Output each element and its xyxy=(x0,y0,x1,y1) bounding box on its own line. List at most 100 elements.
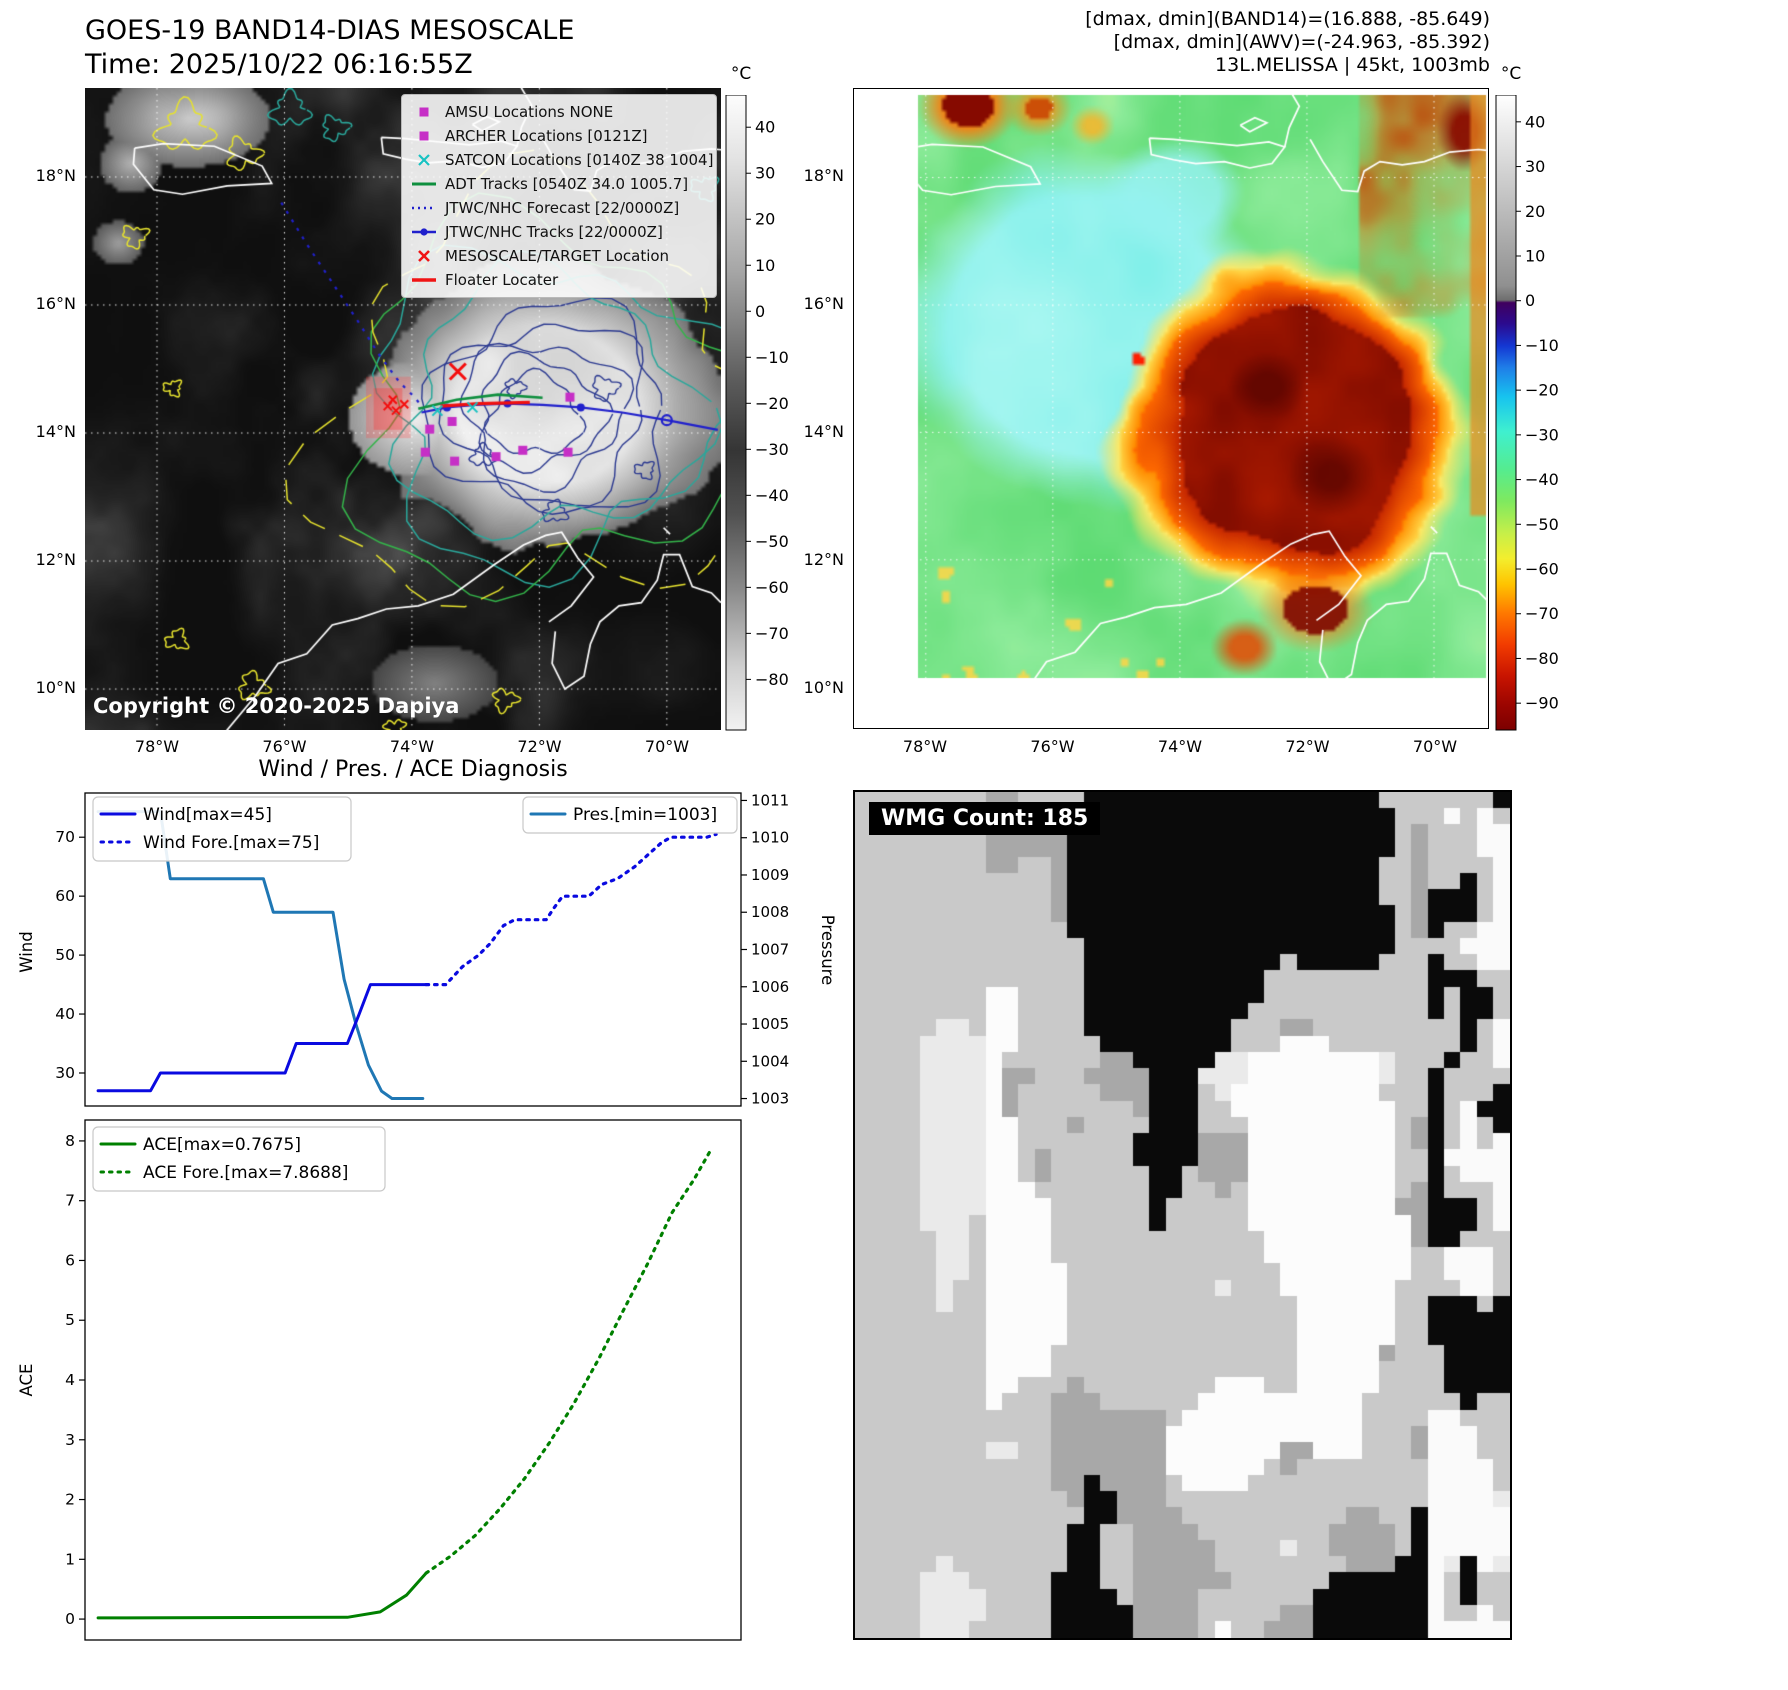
svg-text:1: 1 xyxy=(65,1550,75,1568)
legend-item: ARCHER Locations [0121Z] xyxy=(409,124,709,148)
svg-text:0: 0 xyxy=(755,302,765,321)
svg-text:70: 70 xyxy=(55,828,75,846)
svg-text:−50: −50 xyxy=(755,532,789,551)
copyright-label: Copyright © 2020-2025 Dapiya xyxy=(93,694,460,718)
svg-text:Wind[max=45]: Wind[max=45] xyxy=(143,805,272,825)
svg-text:30: 30 xyxy=(1525,157,1545,176)
band14-colorbar: 40 30 20 10 0 −10 −20 −30 −40 −50 −60 −70 −80 xyxy=(725,95,789,731)
tick-label: 18°N xyxy=(35,166,76,185)
svg-text:−10: −10 xyxy=(1525,336,1559,355)
svg-text:20: 20 xyxy=(1525,202,1545,221)
awv-title-line1: [dmax, dmin](BAND14)=(16.888, -85.649) xyxy=(1085,8,1490,30)
svg-text:1005: 1005 xyxy=(751,1015,789,1033)
svg-text:50: 50 xyxy=(55,946,75,964)
wmg-pixel-map xyxy=(855,792,1510,1638)
tick-label: 16°N xyxy=(803,294,844,313)
red-line-icon xyxy=(412,278,436,282)
svg-text:Wind: Wind xyxy=(17,931,36,972)
svg-text:−60: −60 xyxy=(1525,560,1559,579)
awv-colorbar-unit: °C xyxy=(1500,64,1522,84)
legend-item-label: MESOSCALE/TARGET Location xyxy=(445,247,670,265)
svg-text:−50: −50 xyxy=(1525,515,1559,534)
svg-text:40: 40 xyxy=(755,118,775,137)
svg-text:40: 40 xyxy=(55,1005,75,1023)
band14-colorbar-unit: °C xyxy=(730,64,752,84)
svg-text:−10: −10 xyxy=(755,348,789,367)
svg-text:60: 60 xyxy=(55,887,75,905)
tick-label: 78°W xyxy=(134,737,180,756)
tick-label: 14°N xyxy=(803,422,844,441)
svg-text:−40: −40 xyxy=(755,486,789,505)
awv-satellite-image xyxy=(854,89,1488,728)
svg-text:0: 0 xyxy=(65,1610,75,1628)
legend-item: JTWC/NHC Tracks [22/0000Z] xyxy=(409,220,709,244)
tick-label: 76°W xyxy=(1030,737,1075,756)
svg-text:1008: 1008 xyxy=(751,903,789,921)
tick-label: 14°N xyxy=(35,422,76,441)
band14-title-block: GOES-19 BAND14-DIAS MESOSCALE Time: 2025… xyxy=(85,14,574,82)
svg-text:ACE[max=0.7675]: ACE[max=0.7675] xyxy=(143,1135,301,1155)
svg-text:−70: −70 xyxy=(1525,604,1559,623)
tick-label: 70°W xyxy=(644,737,690,756)
svg-text:ACE Fore.[max=7.8688]: ACE Fore.[max=7.8688] xyxy=(143,1163,348,1183)
tick-label: 12°N xyxy=(803,550,844,569)
svg-text:8: 8 xyxy=(65,1132,75,1150)
awv-colorbar: 40 30 20 10 0 −10 −20 −30 −40 −50 −60 −70 −80 −90 xyxy=(1495,95,1559,731)
svg-text:40: 40 xyxy=(1525,112,1545,131)
svg-text:2: 2 xyxy=(65,1491,75,1509)
svg-text:−80: −80 xyxy=(1525,649,1559,668)
svg-text:−40: −40 xyxy=(1525,470,1559,489)
svg-text:3: 3 xyxy=(65,1431,75,1449)
legend-item-label: Floater Locater xyxy=(445,271,559,289)
svg-text:1006: 1006 xyxy=(751,978,789,996)
svg-text:−80: −80 xyxy=(755,670,789,689)
magenta-square-icon xyxy=(419,107,429,117)
awv-title-line2: [dmax, dmin](AWV)=(-24.963, -85.392) xyxy=(1113,31,1490,53)
legend-item-label: ARCHER Locations [0121Z] xyxy=(445,127,648,145)
awv-storm-label: 13L.MELISSA | 45kt, 1003mb xyxy=(1215,54,1490,76)
svg-text:0: 0 xyxy=(1525,291,1535,310)
svg-text:6: 6 xyxy=(65,1251,75,1269)
tick-label: 10°N xyxy=(803,678,844,697)
svg-text:1011: 1011 xyxy=(751,791,789,809)
band14-title: GOES-19 BAND14-DIAS MESOSCALE xyxy=(85,15,575,46)
wmg-panel: WMG Count: 185 xyxy=(853,790,1512,1640)
tick-label: 16°N xyxy=(35,294,76,313)
cyan-x-icon xyxy=(418,154,430,166)
svg-text:ACE: ACE xyxy=(17,1364,36,1397)
red-x-icon xyxy=(418,250,430,262)
awv-title-block: [dmax, dmin](BAND14)=(16.888, -85.649) [… xyxy=(1085,8,1490,77)
svg-text:4: 4 xyxy=(65,1371,75,1389)
band14-time-label: Time: 2025/10/22 06:16:55Z xyxy=(85,49,473,80)
legend-item: Floater Locater xyxy=(409,268,709,292)
svg-text:−20: −20 xyxy=(755,394,789,413)
tick-label: 74°W xyxy=(1157,737,1203,756)
svg-text:1010: 1010 xyxy=(751,829,789,847)
svg-text:5: 5 xyxy=(65,1311,75,1329)
blue-line-dot-icon xyxy=(412,228,436,236)
band14-map: AMSU Locations NONE ARCHER Locations [012… xyxy=(85,88,721,730)
svg-text:Pres.[min=1003]: Pres.[min=1003] xyxy=(573,805,717,825)
legend-item-label: ADT Tracks [0540Z 34.0 1005.7] xyxy=(445,175,689,193)
tick-label: 18°N xyxy=(803,166,844,185)
legend-item-label: AMSU Locations NONE xyxy=(445,103,614,121)
legend-item: ADT Tracks [0540Z 34.0 1005.7] xyxy=(409,172,709,196)
tick-label: 72°W xyxy=(1285,737,1330,756)
legend-item-label: JTWC/NHC Forecast [22/0000Z] xyxy=(445,199,680,217)
green-line-icon xyxy=(412,182,436,186)
legend-item-label: SATCON Locations [0140Z 38 1004] xyxy=(445,151,714,169)
svg-text:−60: −60 xyxy=(755,578,789,597)
svg-text:7: 7 xyxy=(65,1192,75,1210)
tick-label: 74°W xyxy=(389,737,435,756)
tick-label: 72°W xyxy=(517,737,562,756)
legend-item: JTWC/NHC Forecast [22/0000Z] xyxy=(409,196,709,220)
tick-label: 78°W xyxy=(902,737,948,756)
magenta-square-icon xyxy=(419,131,429,141)
svg-text:−30: −30 xyxy=(1525,425,1559,444)
svg-text:1003: 1003 xyxy=(751,1090,789,1108)
svg-text:1004: 1004 xyxy=(751,1052,789,1070)
band14-legend: AMSU Locations NONE ARCHER Locations [012… xyxy=(401,94,717,298)
diagnosis-charts: Wind / Pres. / ACE Diagnosis304050607010… xyxy=(17,757,837,1641)
wmg-count-label: WMG Count: 185 xyxy=(869,802,1101,835)
tick-label: 70°W xyxy=(1412,737,1458,756)
